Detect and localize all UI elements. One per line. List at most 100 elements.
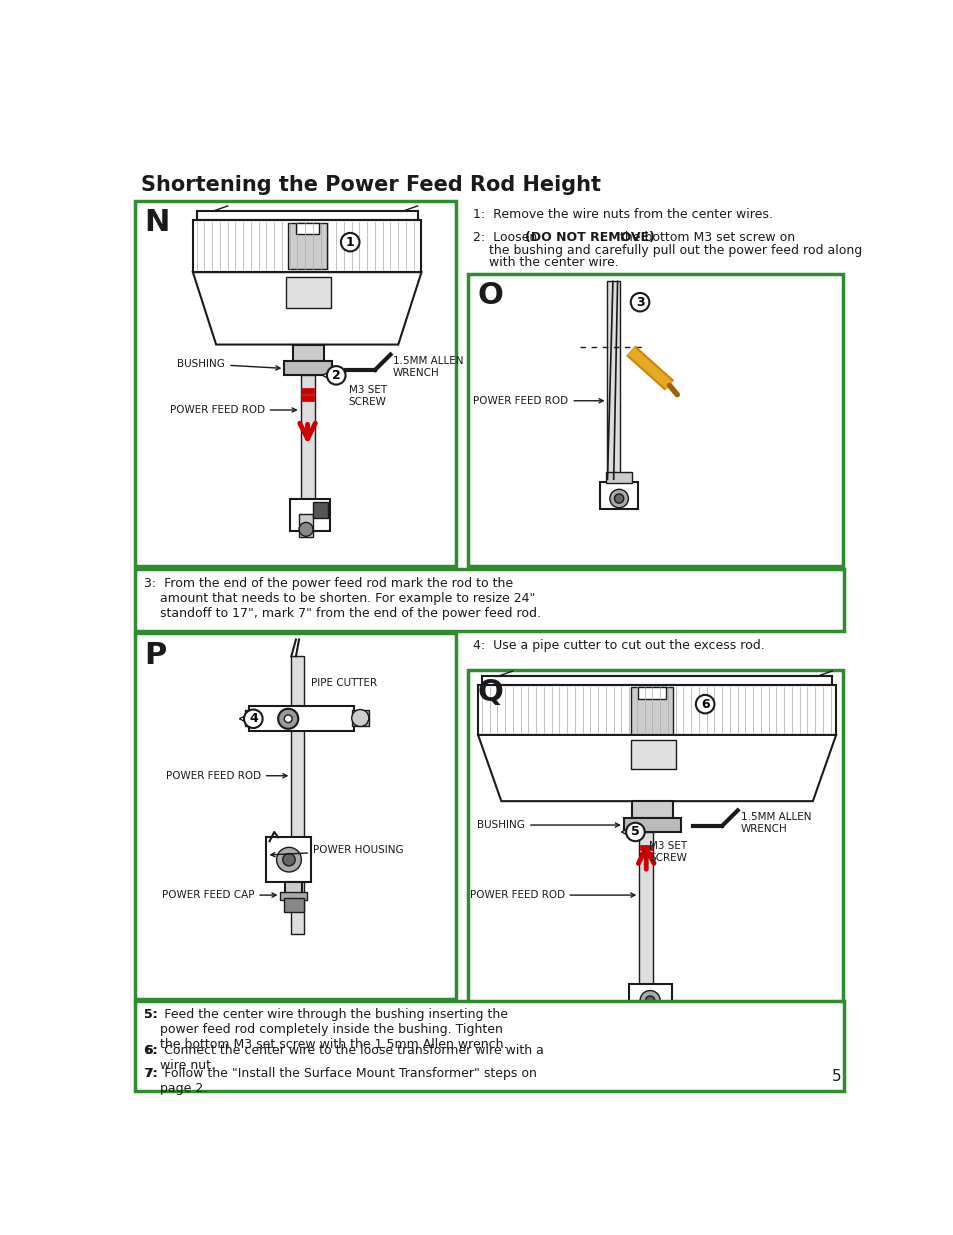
Polygon shape [620, 827, 639, 836]
Bar [630, 740, 675, 769]
Text: the bushing and carefully pull out the power feed rod along: the bushing and carefully pull out the p… [472, 243, 861, 257]
Polygon shape [239, 714, 257, 724]
Text: POWER FEED ROD: POWER FEED ROD [166, 771, 287, 781]
Bar [249, 706, 354, 731]
Bar [266, 837, 311, 882]
Text: 5: 5 [630, 825, 639, 839]
Bar [193, 220, 421, 272]
Bar [352, 710, 369, 726]
Text: 7:: 7: [144, 1067, 157, 1079]
Bar [638, 687, 665, 699]
Circle shape [276, 847, 301, 872]
Circle shape [614, 494, 623, 503]
Text: POWER HOUSING: POWER HOUSING [271, 846, 403, 857]
Text: 3: 3 [635, 295, 643, 309]
Circle shape [645, 995, 654, 1005]
Text: 1: 1 [345, 236, 355, 248]
Text: P: P [144, 641, 166, 671]
Bar [639, 832, 653, 1005]
Bar [293, 345, 323, 362]
Bar [623, 818, 680, 832]
Bar [288, 222, 327, 269]
Bar [134, 634, 456, 999]
Text: Q: Q [476, 678, 502, 706]
Text: 5:  Feed the center wire through the bushing inserting the
    power feed rod co: 5: Feed the center wire through the bush… [144, 1008, 508, 1051]
Text: BUSHING: BUSHING [177, 359, 280, 370]
Bar [280, 892, 307, 900]
Text: 4: 4 [249, 713, 257, 725]
Bar [284, 362, 332, 375]
Text: BUSHING: BUSHING [476, 820, 618, 830]
Text: POWER FEED ROD: POWER FEED ROD [469, 890, 635, 900]
Text: M3 SET
SCREW: M3 SET SCREW [649, 841, 687, 863]
Text: N: N [144, 209, 170, 237]
Text: 4:  Use a pipe cutter to cut out the excess rod.: 4: Use a pipe cutter to cut out the exce… [472, 640, 763, 652]
Circle shape [278, 709, 298, 729]
Text: O: O [476, 282, 502, 310]
Text: Shortening the Power Feed Rod Height: Shortening the Power Feed Rod Height [141, 175, 600, 195]
Circle shape [244, 710, 262, 727]
Bar [300, 375, 314, 499]
Circle shape [639, 990, 659, 1010]
Bar [285, 882, 302, 894]
Text: POWER FEED ROD: POWER FEED ROD [473, 395, 602, 406]
Circle shape [282, 853, 294, 866]
Text: PIPE CUTTER: PIPE CUTTER [311, 678, 377, 688]
Bar [283, 898, 303, 911]
Text: M3 SET
SCREW: M3 SET SCREW [348, 385, 386, 408]
Bar [630, 687, 673, 735]
Text: 5: 5 [831, 1068, 841, 1084]
Text: 6: 6 [700, 698, 709, 710]
Bar [290, 499, 330, 531]
Bar [468, 274, 842, 567]
Bar [639, 845, 652, 851]
Circle shape [340, 233, 359, 252]
Circle shape [327, 366, 345, 384]
Bar [134, 200, 456, 567]
Text: 6:  Connect the center wire to the loose transformer wire with a
    wire nut.: 6: Connect the center wire to the loose … [144, 1045, 543, 1072]
Text: with the center wire.: with the center wire. [472, 256, 618, 269]
Bar [301, 389, 314, 394]
Text: the bottom M3 set screw on: the bottom M3 set screw on [616, 231, 794, 245]
Bar [640, 1009, 656, 1026]
Text: 1.5MM ALLEN
WRENCH: 1.5MM ALLEN WRENCH [393, 356, 463, 378]
Bar [468, 671, 842, 1039]
Text: 6:: 6: [144, 1045, 157, 1057]
Circle shape [630, 293, 649, 311]
Text: 7:  Follow the "Install the Surface Mount Transformer" steps on
    page 2.: 7: Follow the "Install the Surface Mount… [144, 1067, 537, 1094]
Bar [599, 482, 638, 509]
Bar [313, 503, 328, 517]
Text: 1.5MM ALLEN
WRENCH: 1.5MM ALLEN WRENCH [740, 811, 810, 834]
Bar [286, 277, 331, 308]
Bar [632, 802, 672, 818]
Circle shape [625, 823, 644, 841]
Bar [637, 1025, 659, 1032]
Text: (DO NOT REMOVE): (DO NOT REMOVE) [525, 231, 655, 245]
Bar [607, 282, 619, 482]
Bar [298, 514, 313, 537]
Bar [245, 710, 253, 726]
Text: 5:: 5: [144, 1008, 157, 1021]
Text: POWER FEED CAP: POWER FEED CAP [162, 890, 275, 900]
Circle shape [695, 695, 714, 714]
Bar [477, 685, 835, 735]
Polygon shape [477, 735, 835, 802]
Circle shape [284, 715, 292, 722]
Bar [605, 472, 632, 483]
Bar [291, 656, 303, 934]
Bar [629, 983, 671, 1013]
Bar [301, 395, 314, 401]
Text: 3:  From the end of the power feed rod mark the rod to the
    amount that needs: 3: From the end of the power feed rod ma… [144, 577, 540, 620]
Circle shape [298, 522, 313, 536]
Polygon shape [193, 272, 421, 345]
Bar [134, 1000, 843, 1092]
Circle shape [352, 710, 369, 726]
Circle shape [609, 489, 628, 508]
Text: 2: 2 [332, 369, 340, 382]
Bar [134, 569, 843, 631]
Bar [639, 852, 652, 857]
Text: POWER FEED ROD: POWER FEED ROD [170, 405, 296, 415]
Text: 2:  Loosen: 2: Loosen [472, 231, 540, 245]
Bar [295, 222, 319, 235]
Text: 1:  Remove the wire nuts from the center wires.: 1: Remove the wire nuts from the center … [472, 209, 772, 221]
